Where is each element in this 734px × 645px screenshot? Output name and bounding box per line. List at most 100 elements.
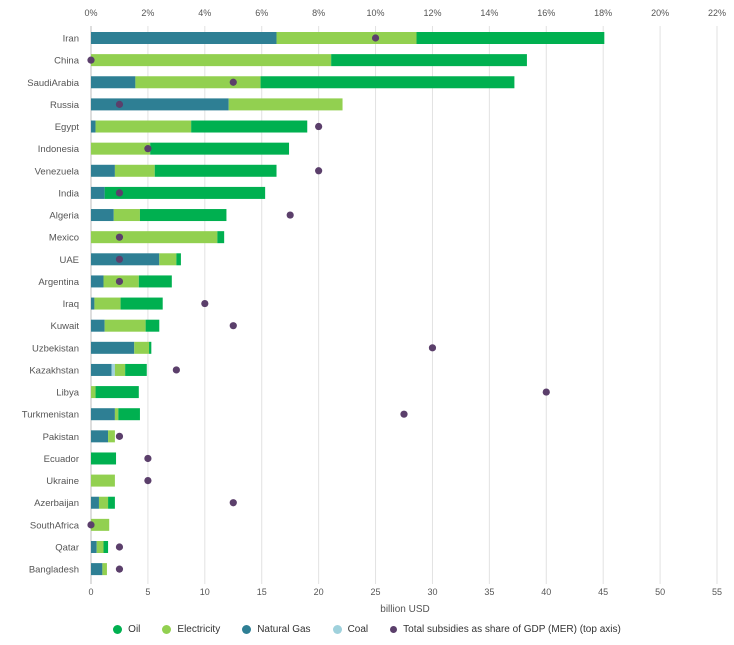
bars-layer — [91, 32, 605, 576]
bar-ecuador-oil — [91, 452, 117, 465]
bar-iran-oil — [416, 32, 605, 44]
bar-egypt-oil — [191, 120, 308, 133]
category-label-indonesia: Indonesia — [38, 144, 80, 155]
legend-swatch-natural-gas — [242, 625, 252, 634]
category-label-bangladesh: Bangladesh — [29, 565, 79, 576]
bar-russia-electricity — [228, 98, 343, 111]
category-label-azerbaijan: Azerbaijan — [34, 498, 79, 509]
gdp-share-dot-bangladesh — [115, 565, 124, 573]
gdp-share-dot-argentina — [115, 277, 124, 286]
legend-item-oil: Oil — [113, 624, 140, 635]
top-tick-label-5: 10% — [367, 8, 385, 18]
top-tick-label-10: 20% — [651, 8, 669, 18]
gdp-share-dot-indonesia — [144, 145, 152, 153]
top-tick-label-0: 0% — [84, 8, 97, 18]
bar-kazakhstan-natural-gas — [91, 363, 112, 376]
legend-swatch-gdp-share — [390, 626, 398, 633]
bottom-axis: 0 5 10 15 20 25 30 35 40 45 50 55 — [88, 587, 722, 597]
bar-india-oil — [104, 186, 266, 199]
bar-kazakhstan-coal — [111, 363, 115, 376]
bar-china-electricity — [91, 54, 332, 67]
bar-argentina-natural-gas — [91, 275, 104, 288]
gdp-share-dot-egypt — [315, 122, 323, 131]
bottom-tick-label-1: 5 — [145, 587, 150, 597]
gdp-share-dot-venezuela — [315, 167, 323, 175]
category-label-saudiarabia: SaudiArabia — [27, 78, 79, 89]
legend-item-gdp-share: Total subsidies as share of GDP (MER) (t… — [390, 624, 621, 635]
legend-item-electricity: Electricity — [162, 624, 220, 635]
bottom-tick-label-0: 0 — [88, 587, 93, 597]
gdp-share-dot-iraq — [201, 299, 209, 308]
category-label-egypt: Egypt — [55, 122, 80, 133]
bottom-tick-label-10: 50 — [655, 587, 665, 597]
gdp-share-dot-algeria — [286, 211, 294, 219]
top-axis: 0% 2% 4% 6% 8% 10% 12% 14% 16% 18% 20% 22% — [84, 8, 726, 18]
legend-item-natural-gas: Natural Gas — [242, 624, 311, 635]
bar-azerbaijan-electricity — [98, 496, 109, 509]
bar-uzbekistan-natural-gas — [91, 341, 135, 354]
bar-egypt-electricity — [95, 120, 192, 133]
bottom-tick-label-5: 25 — [371, 587, 381, 597]
category-label-pakistan: Pakistan — [43, 432, 79, 443]
bar-libya-oil — [95, 386, 139, 399]
category-label-india: India — [58, 188, 79, 199]
bar-saudiarabia-electricity — [135, 76, 261, 89]
top-tick-label-4: 8% — [312, 8, 325, 18]
bar-iraq-electricity — [94, 297, 121, 310]
bottom-tick-label-9: 45 — [598, 587, 608, 597]
legend-label-natural-gas: Natural Gas — [257, 624, 311, 635]
bar-qatar-oil — [103, 540, 109, 553]
bar-iran-electricity — [276, 32, 417, 44]
legend-label-gdp-share: Total subsidies as share of GDP (MER) (t… — [403, 624, 621, 635]
bar-uae-oil — [176, 253, 181, 266]
gdp-share-dot-russia — [115, 100, 124, 108]
bar-qatar-natural-gas — [91, 540, 97, 553]
bar-indonesia-oil — [150, 142, 290, 155]
bar-qatar-electricity — [96, 540, 104, 553]
bar-saudiarabia-oil — [260, 76, 515, 89]
gdp-share-dot-uzbekistan — [428, 344, 437, 352]
bar-iraq-oil — [120, 297, 163, 310]
gdp-share-dot-china — [87, 56, 95, 64]
gdp-share-dot-turkmenistan — [400, 410, 408, 418]
category-label-algeria: Algeria — [49, 211, 79, 222]
legend-swatch-coal — [332, 625, 342, 634]
bottom-tick-label-2: 10 — [200, 587, 210, 597]
legend-label-electricity: Electricity — [177, 624, 221, 635]
bar-azerbaijan-natural-gas — [91, 496, 99, 509]
bar-libya-electricity — [91, 386, 96, 399]
bar-saudiarabia-natural-gas — [91, 76, 136, 89]
bar-kazakhstan-oil — [125, 363, 147, 376]
gdp-share-dot-uae — [115, 255, 124, 263]
bar-iraq-natural-gas — [91, 297, 95, 310]
top-tick-label-8: 16% — [537, 8, 555, 18]
gdp-share-dot-kazakhstan — [172, 366, 180, 374]
gdp-share-dot-ukraine — [144, 477, 152, 485]
top-tick-label-11: 22% — [708, 8, 726, 18]
bar-russia-natural-gas — [91, 98, 229, 111]
category-label-russia: Russia — [50, 100, 80, 111]
top-tick-label-7: 14% — [480, 8, 498, 18]
chart-svg: 0% 2% 4% 6% 8% 10% 12% 14% 16% 18% 20% 22% 0 5 10 15 20… — [22, 8, 726, 615]
legend-item-coal: Coal — [332, 624, 368, 635]
bar-turkmenistan-oil — [118, 408, 140, 421]
bar-kuwait-oil — [145, 319, 160, 332]
top-tick-label-1: 2% — [141, 8, 154, 18]
grid-layer — [90, 26, 718, 584]
category-label-ecuador: Ecuador — [44, 454, 79, 465]
bar-uae-electricity — [159, 253, 177, 266]
bar-algeria-electricity — [113, 209, 140, 222]
top-tick-label-9: 18% — [594, 8, 612, 18]
category-label-venezuela: Venezuela — [35, 166, 80, 177]
bar-uzbekistan-electricity — [134, 341, 150, 354]
legend: Oil Electricity Natural Gas Coal Total s… — [0, 624, 734, 635]
category-label-libya: Libya — [56, 388, 79, 399]
bottom-tick-label-4: 20 — [314, 587, 324, 597]
category-label-kuwait: Kuwait — [50, 321, 79, 332]
bar-venezuela-natural-gas — [91, 164, 115, 177]
bar-bangladesh-natural-gas — [91, 563, 103, 576]
bar-iran-natural-gas — [91, 32, 277, 44]
bottom-tick-label-11: 55 — [712, 587, 722, 597]
bottom-tick-label-7: 35 — [484, 587, 494, 597]
